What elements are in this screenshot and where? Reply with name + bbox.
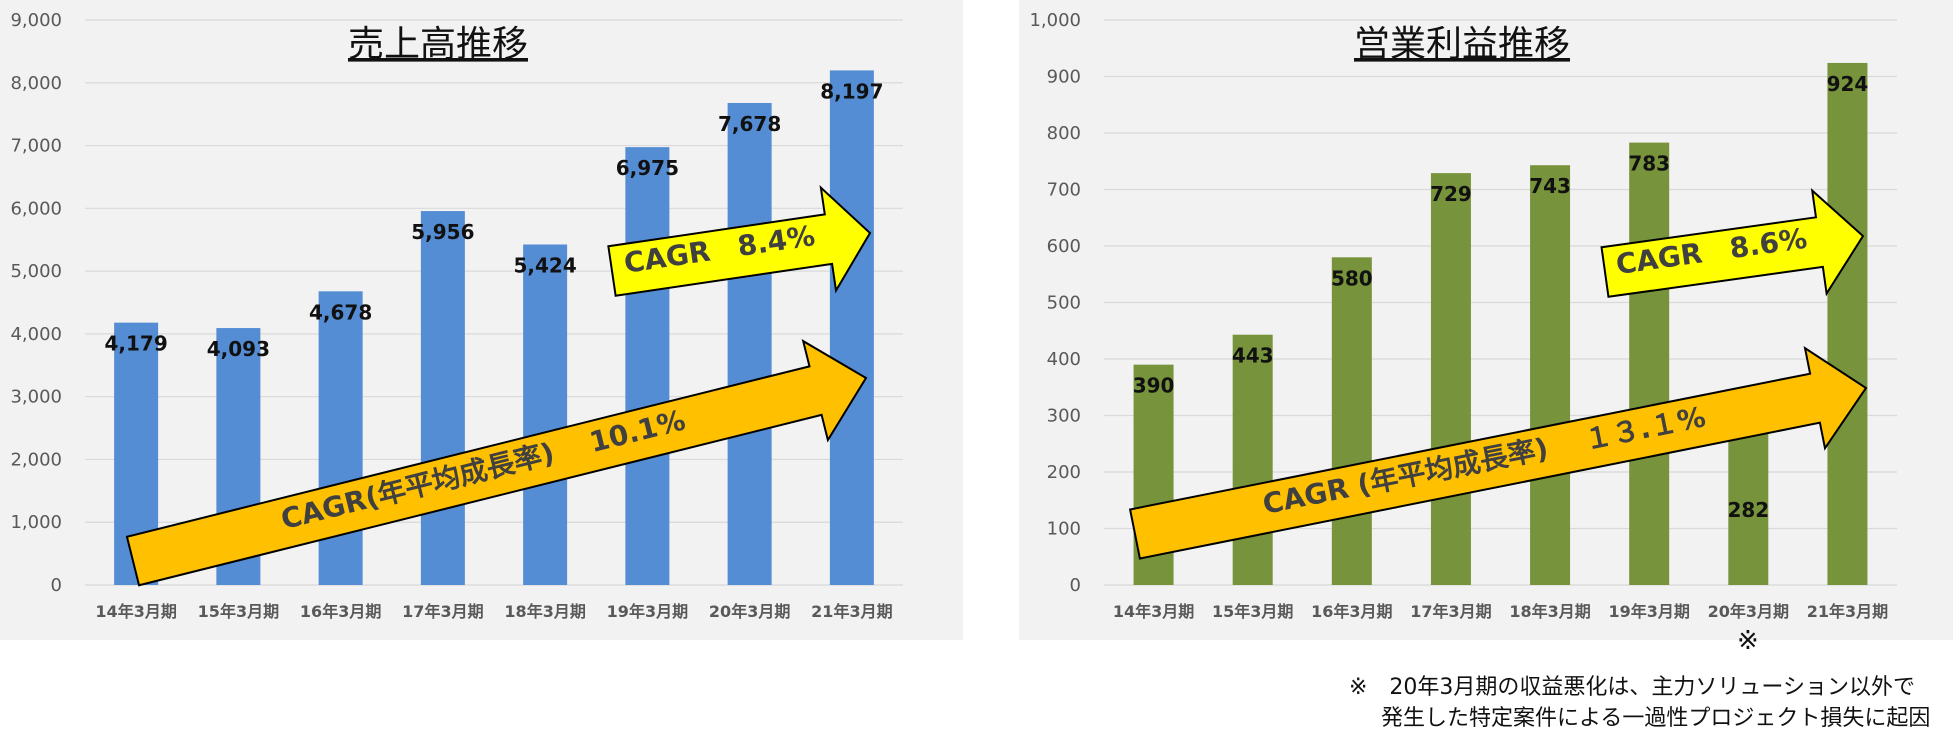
y-tick-label: 0 — [1070, 575, 1081, 596]
data-label: 783 — [1628, 152, 1670, 176]
category-label: 15年3月期 — [198, 602, 279, 621]
bar — [829, 70, 874, 586]
data-label: 8,197 — [820, 79, 883, 103]
sales-chart: 0 1,000 2,000 3,000 4,000 5,000 6,000 7,000 8,00… — [10, 10, 903, 621]
bar — [1827, 62, 1868, 585]
category-label: 17年3月期 — [1410, 602, 1491, 621]
y-tick-label: 3,000 — [10, 387, 62, 408]
footnote-line-2: 発生した特定案件による一過性プロジェクト損失に起因 — [1381, 706, 1931, 731]
y-tick-label: 500 — [1047, 293, 1081, 314]
category-label: 15年3月期 — [1212, 602, 1293, 621]
y-tick-label: 5,000 — [10, 261, 62, 282]
y-tick-label: 100 — [1047, 519, 1081, 540]
arrow-shape — [607, 185, 872, 297]
y-tick-label: 700 — [1047, 180, 1081, 201]
y-tick-label: 300 — [1047, 406, 1081, 427]
bar — [420, 211, 465, 585]
data-label: 580 — [1331, 266, 1373, 290]
y-tick-label: 900 — [1047, 67, 1081, 88]
data-label: 5,956 — [411, 220, 474, 244]
category-label: 21年3月期 — [1807, 602, 1888, 621]
category-label: 14年3月期 — [95, 602, 176, 621]
category-label: 14年3月期 — [1113, 602, 1194, 621]
bar — [1430, 173, 1471, 586]
category-label: 16年3月期 — [1311, 602, 1392, 621]
category-label: 17年3月期 — [402, 602, 483, 621]
bar — [1331, 257, 1372, 585]
category-label: 20年3月期 — [1708, 602, 1789, 621]
y-tick-label: 0 — [51, 575, 62, 596]
data-label: 729 — [1430, 182, 1472, 206]
data-label: 4,093 — [207, 337, 270, 361]
bar — [1728, 425, 1769, 585]
bar — [727, 102, 772, 586]
y-tick-label: 1,000 — [10, 512, 62, 533]
arrow-shape — [1600, 188, 1865, 298]
bar — [1629, 142, 1670, 586]
data-label: 7,678 — [718, 112, 781, 136]
bar — [318, 291, 363, 585]
bar — [625, 147, 670, 585]
y-tick-label: 8,000 — [10, 73, 62, 94]
data-label: 924 — [1827, 72, 1869, 96]
data-label: 4,678 — [309, 300, 372, 324]
data-label: 4,179 — [104, 332, 167, 356]
arrow-shape — [1128, 346, 1868, 560]
data-label: 443 — [1232, 344, 1274, 368]
category-label: 19年3月期 — [607, 602, 688, 621]
y-tick-label: 6,000 — [10, 198, 62, 219]
data-label: 5,424 — [513, 253, 576, 277]
category-label: 20年3月期 — [709, 602, 790, 621]
y-tick-label: 4,000 — [10, 324, 62, 345]
sales-chart-panel: 0 1,000 2,000 3,000 4,000 5,000 6,000 7,000 8,00… — [0, 0, 963, 640]
y-tick-label: 600 — [1047, 236, 1081, 257]
y-tick-label: 400 — [1047, 349, 1081, 370]
data-label: 6,975 — [616, 156, 679, 180]
y-tick-label: 7,000 — [10, 136, 62, 157]
y-tick-label: 1,000 — [1029, 10, 1081, 31]
arrow-shape — [125, 339, 868, 587]
y-tick-label: 2,000 — [10, 449, 62, 470]
y-tick-label: 800 — [1047, 123, 1081, 144]
data-label: 743 — [1529, 174, 1571, 198]
footnote-mark: ※ — [1737, 626, 1759, 656]
cagr-arrow: CAGR 8.6% — [1600, 188, 1865, 298]
footnote-line-1: ※ 20年3月期の収益悪化は、主力ソリューション以外で — [1349, 675, 1915, 700]
bar — [1530, 165, 1571, 585]
y-tick-label: 200 — [1047, 462, 1081, 483]
category-label: 19年3月期 — [1608, 602, 1689, 621]
category-label: 18年3月期 — [504, 602, 585, 621]
category-label: 21年3月期 — [811, 602, 892, 621]
data-label: 282 — [1727, 498, 1769, 522]
chart-title: 売上高推移 — [348, 24, 528, 65]
bar — [523, 244, 568, 585]
y-tick-label: 9,000 — [10, 10, 62, 31]
profit-chart: 0 100 200 300 400 500 600 700 800 900 1,000 390 14年3… — [1029, 10, 1897, 621]
profit-chart-panel: 0 100 200 300 400 500 600 700 800 900 1,000 390 14年3… — [1019, 0, 1953, 640]
category-label: 16年3月期 — [300, 602, 381, 621]
data-label: 390 — [1133, 374, 1175, 398]
bar — [1232, 334, 1273, 585]
chart-title: 営業利益推移 — [1354, 24, 1570, 65]
category-label: 18年3月期 — [1509, 602, 1590, 621]
